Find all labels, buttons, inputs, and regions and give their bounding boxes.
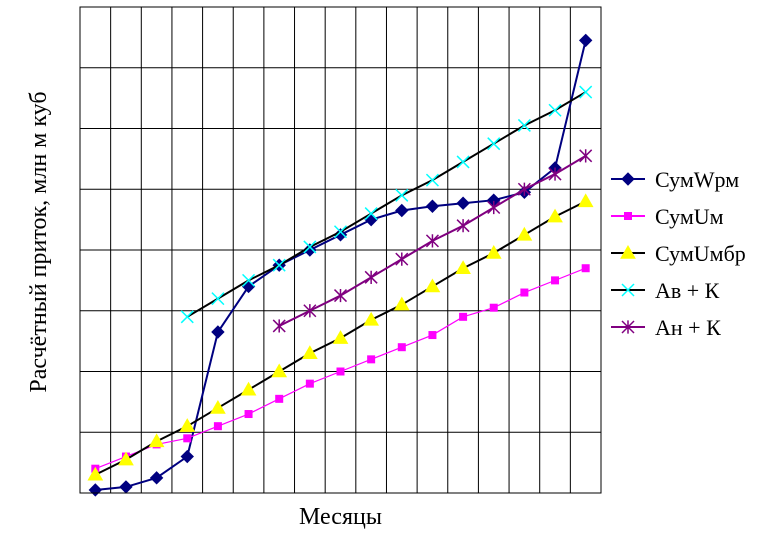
data-point [395, 188, 409, 202]
data-point [456, 155, 470, 169]
legend-item: Ав + К [611, 278, 720, 303]
series-line [95, 40, 587, 491]
data-point [183, 434, 192, 443]
data-point [455, 260, 471, 274]
data-point [517, 118, 531, 132]
data-point [179, 418, 196, 432]
data-point [548, 103, 562, 117]
legend-marker [620, 244, 636, 259]
legend-label: СумUм [655, 204, 724, 229]
data-point [363, 311, 380, 326]
legend-marker [621, 172, 635, 186]
data-point [364, 270, 378, 284]
data-point [180, 449, 194, 464]
data-point [148, 433, 165, 448]
data-point [393, 296, 410, 311]
data-point [244, 410, 253, 419]
data-point [271, 363, 288, 378]
data-point [425, 234, 439, 248]
data-point [305, 379, 314, 388]
data-point [485, 245, 502, 259]
legend-item: СумUмбр [611, 241, 746, 266]
data-point [87, 466, 104, 481]
data-point [213, 422, 222, 431]
legend-label: Ав + К [655, 278, 720, 303]
data-point [428, 331, 437, 340]
series-5 [272, 149, 593, 333]
data-point [333, 288, 348, 303]
data-point [119, 480, 133, 494]
data-point [425, 173, 439, 187]
legend: СумWрм СумUм СумUмбр Ав + К Ан + К [611, 167, 746, 340]
data-point [118, 451, 134, 466]
data-point [301, 345, 318, 360]
data-point [364, 207, 378, 221]
plot-grid [80, 7, 601, 493]
legend-marker [624, 212, 632, 220]
data-point [579, 149, 593, 163]
data-point [272, 319, 286, 333]
data-point [211, 325, 225, 339]
data-point [520, 288, 529, 297]
x-axis-title: Месяцы [299, 504, 382, 530]
legend-label: СумWрм [655, 167, 739, 192]
data-point [211, 292, 225, 306]
data-point [547, 208, 563, 223]
data-point [579, 85, 593, 99]
legend-marker [621, 320, 635, 334]
data-point [333, 225, 348, 239]
data-point [424, 278, 441, 293]
legend-marker [621, 283, 635, 297]
data-point [581, 264, 590, 273]
data-point [548, 167, 562, 181]
data-point [242, 273, 256, 287]
data-point [487, 200, 501, 215]
y-axis-title: Расчётный приток, млн м куб [26, 91, 52, 392]
legend-label: СумUмбр [655, 241, 746, 266]
legend-item: СумUм [611, 204, 724, 229]
data-point [489, 303, 498, 312]
series-line [186, 91, 587, 318]
data-point [456, 196, 470, 210]
series-2 [91, 264, 590, 473]
legend-item: Ан + К [611, 315, 721, 340]
data-point [551, 276, 560, 285]
data-point [275, 394, 284, 403]
legend-item: СумWрм [611, 167, 739, 192]
data-point [456, 219, 470, 233]
data-point [272, 258, 286, 272]
data-point [303, 240, 317, 254]
data-point [397, 343, 406, 352]
data-point [210, 399, 226, 414]
data-point [459, 312, 468, 321]
data-point [516, 226, 533, 241]
series-4 [180, 85, 593, 324]
data-point [517, 182, 531, 196]
series-layer [87, 33, 594, 497]
data-point [395, 203, 409, 218]
series-3 [87, 193, 594, 481]
data-point [332, 330, 349, 344]
data-point [395, 252, 409, 266]
data-point [487, 137, 501, 151]
data-point [88, 483, 103, 497]
data-point [303, 243, 317, 257]
data-point [425, 199, 440, 213]
data-point [578, 33, 593, 48]
data-point [240, 381, 257, 396]
plot-area [79, 6, 602, 494]
data-point [336, 367, 345, 376]
data-point [180, 310, 194, 324]
legend-label: Ан + К [655, 315, 721, 340]
data-point [367, 355, 376, 364]
series-1 [88, 33, 593, 497]
data-point [303, 304, 317, 318]
data-point [149, 471, 164, 485]
data-point [577, 193, 594, 208]
